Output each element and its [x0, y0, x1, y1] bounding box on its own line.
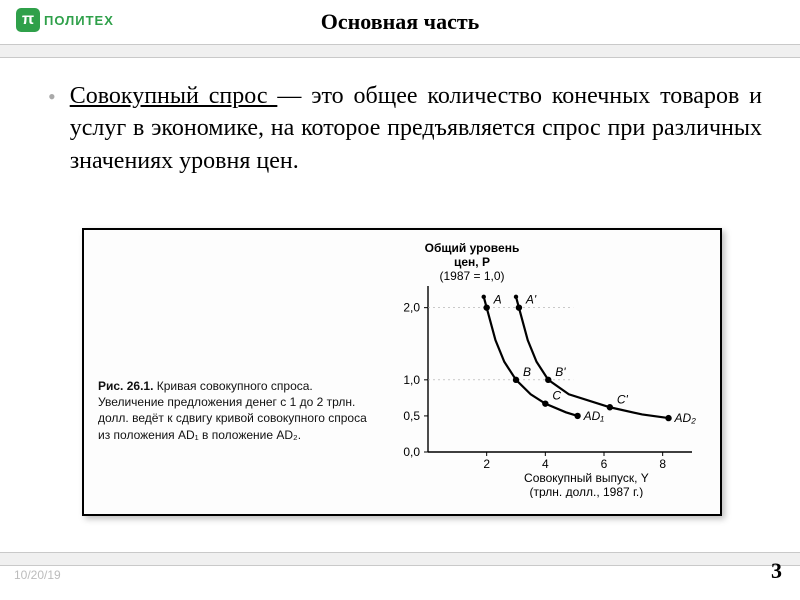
figure-box: Рис. 26.1. Кривая совокупного спроса. Ув… — [82, 228, 722, 516]
bullet-row: • Совокупный спрос — это общее количеств… — [48, 80, 762, 177]
svg-text:0,0: 0,0 — [403, 445, 420, 459]
svg-text:6: 6 — [601, 457, 608, 471]
logo: π ПОЛИТЕХ — [16, 8, 114, 32]
bottom-divider — [0, 552, 800, 566]
footer-date: 10/20/19 — [14, 568, 61, 582]
svg-text:AD₁: AD₁ — [583, 409, 605, 423]
slide: π ПОЛИТЕХ Основная часть • Совокупный сп… — [0, 0, 800, 600]
logo-text: ПОЛИТЕХ — [44, 13, 114, 28]
footer: 10/20/19 3 — [0, 552, 800, 582]
svg-text:Совокупный выпуск, Y: Совокупный выпуск, Y — [524, 471, 649, 485]
svg-text:AD₂: AD₂ — [674, 411, 697, 425]
svg-text:1,0: 1,0 — [403, 373, 420, 387]
svg-text:B': B' — [555, 365, 566, 379]
svg-text:2,0: 2,0 — [403, 301, 420, 315]
svg-text:цен, P: цен, P — [454, 255, 490, 269]
svg-text:Общий уровень: Общий уровень — [425, 241, 520, 255]
fig-label: Рис. 26.1. — [98, 379, 153, 393]
svg-text:A': A' — [525, 293, 537, 307]
figure-caption: Рис. 26.1. Кривая совокупного спроса. Ув… — [98, 378, 368, 443]
demand-chart: Общий уровеньцен, P(1987 = 1,0) 0,0 0,5 1,0… — [374, 238, 704, 498]
header: π ПОЛИТЕХ Основная часть — [0, 0, 800, 44]
svg-text:A: A — [493, 293, 502, 307]
fig-title: Кривая совокупного спроса. — [153, 379, 312, 393]
page-number: 3 — [771, 558, 782, 584]
svg-text:C': C' — [617, 392, 629, 406]
svg-text:4: 4 — [542, 457, 549, 471]
fig-caption-text: Увеличение предложения денег с 1 до 2 тр… — [98, 395, 367, 441]
paragraph: Совокупный спрос — это общее количество … — [70, 80, 762, 177]
logo-badge-icon: π — [16, 8, 40, 32]
svg-text:B: B — [523, 365, 531, 379]
term-underlined: Совокупный спрос — [70, 83, 278, 109]
body: • Совокупный спрос — это общее количеств… — [0, 58, 800, 177]
svg-text:C: C — [552, 389, 561, 403]
svg-text:0,5: 0,5 — [403, 409, 420, 423]
svg-text:(1987 = 1,0): (1987 = 1,0) — [439, 269, 504, 283]
slide-title: Основная часть — [321, 9, 480, 35]
svg-text:8: 8 — [659, 457, 666, 471]
bullet-icon: • — [48, 82, 56, 112]
svg-text:2: 2 — [483, 457, 490, 471]
top-divider — [0, 44, 800, 58]
svg-text:(трлн. долл., 1987 г.): (трлн. долл., 1987 г.) — [530, 485, 644, 498]
